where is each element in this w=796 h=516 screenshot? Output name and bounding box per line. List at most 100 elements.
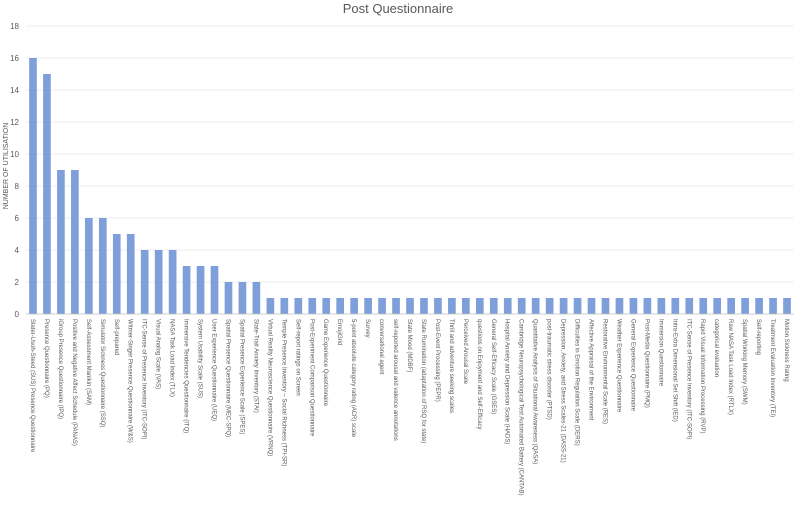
x-tick-label: Slater-Usoh-Steed (SUS) Presence Questio… — [29, 319, 35, 453]
chart-title: Post Questionnaire — [343, 1, 454, 16]
gridlines — [26, 25, 794, 283]
bar — [406, 298, 414, 314]
x-tick-label: Self-reporting — [755, 319, 761, 355]
x-tick-label: Immersive Tendencies Questionnaire (ITQ) — [183, 319, 189, 433]
bar — [57, 170, 65, 314]
x-tick-label: 5-point absolute category rating (ACR) s… — [350, 319, 356, 438]
bar — [308, 298, 317, 314]
y-tick-label: 2 — [15, 278, 20, 287]
x-tick-label: System Usability Scale (SUS) — [197, 319, 203, 398]
x-tick-label: Affective Appraisal of the Environment — [588, 319, 594, 421]
bar — [266, 298, 275, 314]
bar — [573, 298, 582, 314]
bar — [224, 282, 233, 314]
x-tick-label: Quantitative Analysis of Situational Awa… — [532, 319, 538, 464]
bar — [154, 250, 163, 314]
bar — [559, 298, 568, 314]
x-tick-label: State Rumination (adaptation of RSQ for … — [420, 319, 426, 443]
bar — [294, 298, 303, 314]
bar — [685, 298, 694, 314]
bar — [629, 298, 638, 314]
y-tick-label: 6 — [15, 214, 20, 223]
bar — [615, 298, 624, 314]
x-tick-label: State-Trait Anxiety Inventory (STAI) — [252, 319, 258, 413]
bar — [112, 234, 121, 314]
y-tick-label: 10 — [10, 150, 19, 159]
bar — [713, 298, 722, 314]
bar — [378, 298, 386, 314]
bar — [392, 298, 400, 314]
bar — [783, 298, 791, 314]
x-tick-label: Motion Sickness Rating — [783, 319, 789, 382]
x-tick-label: Restorative Environmental Scale (RES) — [601, 319, 607, 424]
x-tick-label: Treatment Evaluation Inventory (TEI) — [769, 319, 775, 417]
x-tick-label: Game Experience Questionnaire — [322, 319, 328, 407]
x-tick-label: State Mood (MDBF) — [406, 319, 412, 372]
bar — [545, 298, 554, 314]
x-tick-label: self-reported arousal and valence annota… — [392, 319, 398, 441]
bar — [727, 298, 736, 314]
bar — [462, 298, 470, 314]
bar — [755, 298, 763, 314]
bar — [531, 298, 540, 314]
x-tick-label: Weather Experience Questionnaire — [615, 319, 621, 413]
x-tick-label: Self-prepared — [113, 319, 119, 355]
x-tick-label: Spatial Presence Questionnaire (MEC-SPQ) — [224, 319, 230, 437]
bar — [364, 298, 372, 314]
y-axis-ticks: 0 2 4 6 8 10 12 14 16 18 — [10, 22, 19, 319]
bar — [238, 282, 247, 314]
bar — [98, 218, 107, 314]
x-tick-label: conversational agent — [378, 319, 384, 375]
x-axis-ticks: Slater-Usoh-Steed (SUS) Presence Questio… — [29, 319, 789, 496]
bar — [336, 298, 345, 314]
bar — [503, 298, 512, 314]
y-tick-label: 16 — [10, 54, 19, 63]
bar — [643, 298, 652, 314]
bar — [475, 298, 484, 314]
y-tick-label: 14 — [10, 86, 19, 95]
bar — [699, 298, 708, 314]
x-tick-label: Depression, Anxiety, and Stress Scales-2… — [560, 319, 566, 463]
bar — [489, 298, 498, 314]
x-tick-label: Visual Analog Scale (VAS) — [155, 319, 161, 389]
bar — [252, 282, 261, 314]
x-tick-label: Temple Presence Inventory – Social Richn… — [280, 319, 286, 466]
x-tick-label: Post-Event Processing (PEPR) — [434, 319, 440, 402]
bar — [210, 266, 219, 314]
y-tick-label: 0 — [15, 310, 20, 319]
x-tick-label: NASA Task Load Index (TLX) — [169, 319, 175, 397]
bar — [140, 250, 149, 314]
bar — [657, 298, 666, 314]
x-tick-label: Hospital Anxiety and Depression Scale (H… — [504, 319, 510, 444]
bar — [29, 58, 37, 314]
x-tick-label: ITC-Sense of Presence Inventory (ITC-SOP… — [685, 319, 691, 439]
x-tick-label: Cambridge Neuropsychological Test Automa… — [518, 319, 524, 496]
x-tick-label: User Experience Questionnaire (UEQ) — [211, 319, 217, 421]
bar — [196, 266, 205, 314]
bar — [182, 266, 191, 314]
x-tick-label: Virtual Reality Neuroscience Questionnai… — [266, 319, 272, 456]
bar — [448, 298, 456, 314]
bar — [601, 298, 610, 314]
bar — [168, 250, 177, 314]
x-tick-label: iGroup Presence Questionnaire (IPQ) — [57, 319, 63, 419]
x-tick-label: Spatial Working Memory (SWM) — [741, 319, 747, 405]
bar — [769, 298, 777, 314]
x-tick-label: EmojiGrid — [336, 319, 342, 345]
x-tick-label: General Self-Efficacy Scale (GSES) — [490, 319, 496, 414]
x-tick-label: Intra-Extra Dimensional Set Shift (IED) — [671, 319, 677, 422]
y-axis-label: NUMBER OF UTILISATION — [3, 123, 10, 210]
x-tick-label: Survey — [364, 319, 370, 338]
bars — [29, 58, 791, 314]
bar — [434, 298, 442, 314]
bar — [126, 234, 135, 314]
bar — [741, 298, 749, 314]
x-tick-label: Spatial Presence Experience Scale (SPES) — [238, 319, 244, 434]
x-tick-label: Perceived Arousal Scale — [462, 319, 468, 385]
x-tick-label: questions on Enjoyment and Self-Efficacy — [476, 319, 482, 430]
x-tick-label: Post-Media Questionnaire (PMQ) — [643, 319, 649, 408]
bar — [420, 298, 428, 314]
x-tick-label: Self-Assessment Manikin (SAM) — [85, 319, 91, 405]
x-tick-label: Immersion Questionnaire — [657, 319, 663, 387]
x-tick-label: post-traumatic stress disorder (PTSD) — [546, 319, 552, 420]
